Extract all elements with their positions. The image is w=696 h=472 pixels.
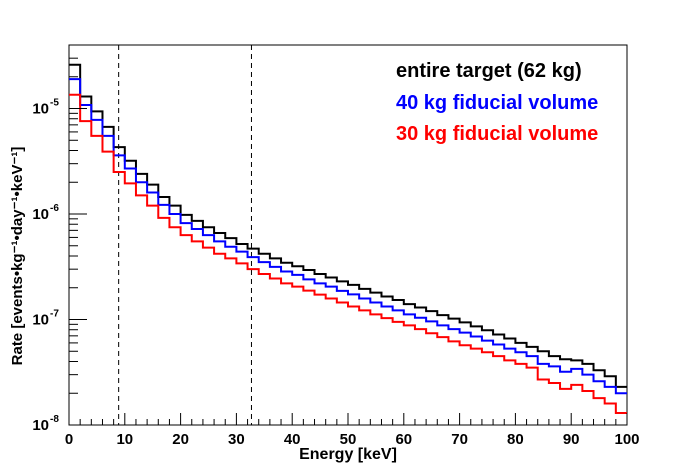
x-tick-label: 20 — [172, 431, 189, 448]
x-axis-label: Energy [keV] — [299, 446, 397, 463]
series-line-1 — [69, 78, 627, 395]
y-axis-label: Rate [events•kg⁻¹•day⁻¹•keV⁻¹] — [9, 147, 26, 366]
y-tick-exponent: -8 — [50, 414, 59, 425]
series-line-2 — [69, 93, 627, 414]
x-tick-label: 100 — [614, 431, 639, 448]
y-tick-label: 10 — [32, 417, 49, 434]
x-tick-label: 90 — [563, 431, 580, 448]
y-tick-label: 10 — [32, 312, 49, 329]
x-tick-label: 10 — [116, 431, 133, 448]
x-tick-label: 60 — [395, 431, 412, 448]
y-tick-exponent: -5 — [50, 98, 59, 109]
y-tick-label: 10 — [32, 206, 49, 223]
x-tick-label: 30 — [228, 431, 245, 448]
x-tick-label: 50 — [340, 431, 357, 448]
y-tick-exponent: -7 — [50, 309, 59, 320]
series-line-0 — [69, 63, 627, 388]
x-tick-label: 70 — [451, 431, 468, 448]
y-tick-label: 10 — [32, 101, 49, 118]
y-tick-exponent: -6 — [50, 203, 59, 214]
legend-entry-2: 30 kg fiducial volume — [396, 123, 598, 145]
x-tick-label: 40 — [284, 431, 301, 448]
x-tick-label: 80 — [507, 431, 524, 448]
legend-entry-0: entire target (62 kg) — [396, 60, 582, 82]
legend-entry-1: 40 kg fiducial volume — [396, 92, 598, 114]
x-tick-label: 0 — [65, 431, 73, 448]
